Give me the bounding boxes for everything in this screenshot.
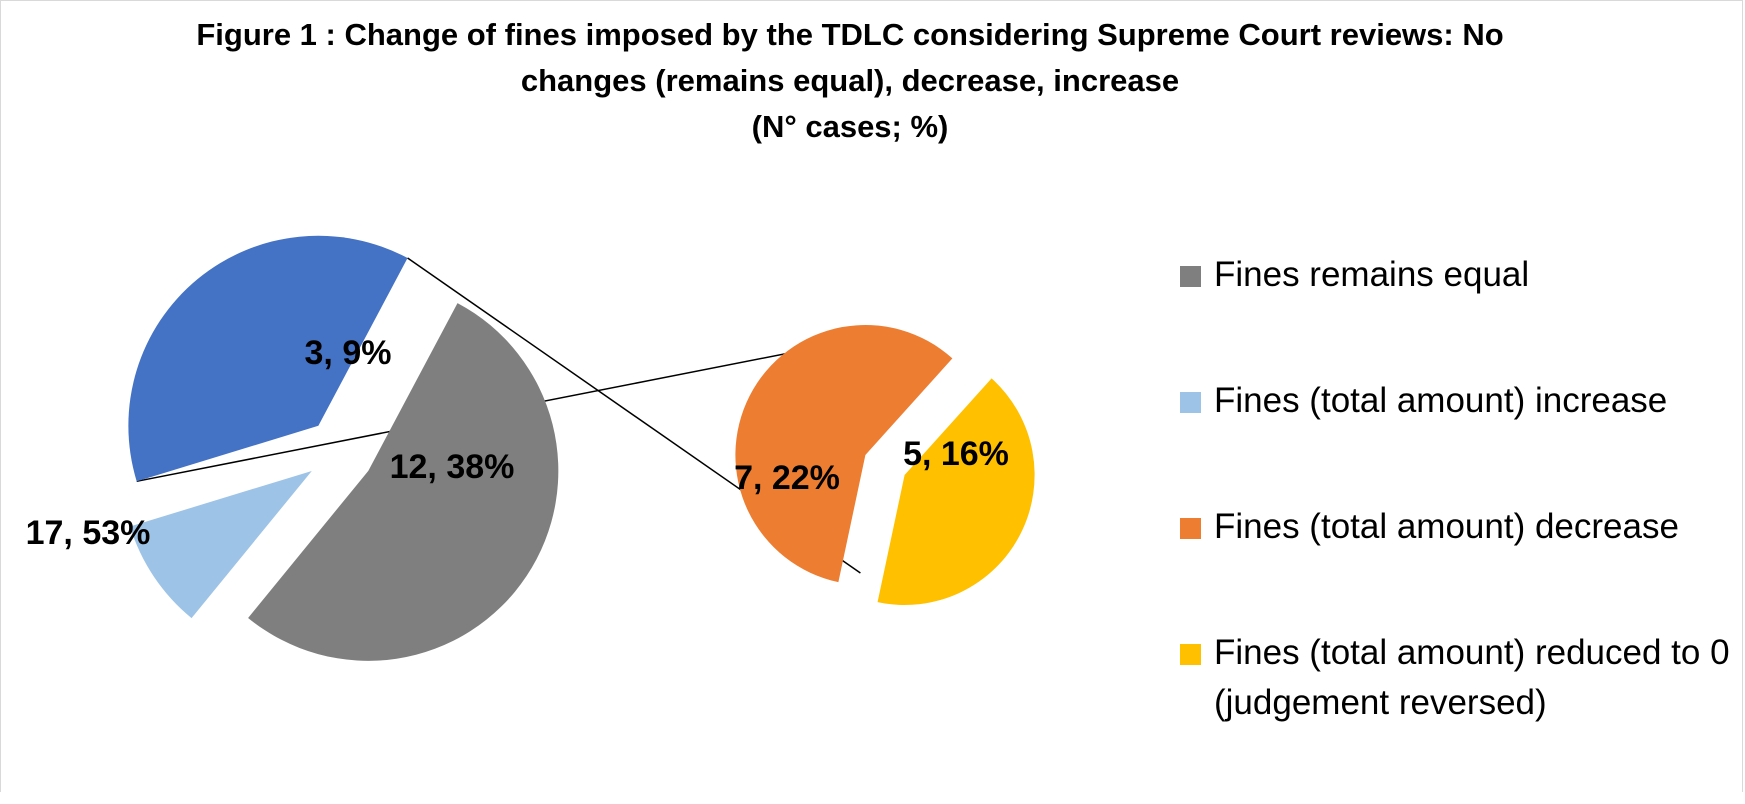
data-label-increase: 3, 9%: [305, 334, 392, 372]
legend-item-equal: Fines remains equal: [1180, 250, 1740, 300]
legend-label-reversed: Fines (total amount) reduced to 0 (judge…: [1214, 633, 1730, 722]
data-label-equal: 17, 53%: [26, 514, 151, 552]
data-label-reversed: 5, 16%: [903, 435, 1009, 473]
pie-slice-decrease: [735, 325, 953, 583]
pie-slice-other: [128, 235, 408, 482]
legend-swatch-decrease: [1180, 518, 1201, 539]
chart-title-line-2: changes (remains equal), decrease, incre…: [520, 63, 1180, 98]
data-label-other: 12, 38%: [390, 448, 515, 486]
legend-item-reversed: Fines (total amount) reduced to 0 (judge…: [1180, 628, 1740, 728]
legend-label-decrease: Fines (total amount) decrease: [1214, 507, 1679, 546]
pie-slices: [128, 235, 1035, 661]
legend-label-increase: Fines (total amount) increase: [1214, 381, 1668, 420]
legend-item-decrease: Fines (total amount) decrease: [1180, 502, 1740, 552]
pie-slice-increase: [130, 470, 312, 619]
pie-slice-equal: [248, 303, 559, 661]
data-label-decrease: 7, 22%: [734, 459, 840, 497]
legend-label-equal: Fines remains equal: [1214, 255, 1530, 294]
chart-title: Figure 1 : Change of fines imposed by th…: [150, 12, 1550, 150]
pie-slice-reversed: [877, 378, 1035, 605]
chart-title-line-3: (N° cases; %): [751, 109, 949, 144]
legend: Fines remains equal Fines (total amount)…: [1180, 250, 1740, 804]
data-labels: 17, 53% 3, 9% 12, 38% 7, 22% 5, 16%: [26, 334, 1009, 552]
legend-swatch-reversed: [1180, 644, 1201, 665]
chart-title-line-1: Figure 1 : Change of fines imposed by th…: [196, 17, 1504, 52]
legend-swatch-increase: [1180, 392, 1201, 413]
legend-item-increase: Fines (total amount) increase: [1180, 376, 1740, 426]
legend-swatch-equal: [1180, 266, 1201, 287]
